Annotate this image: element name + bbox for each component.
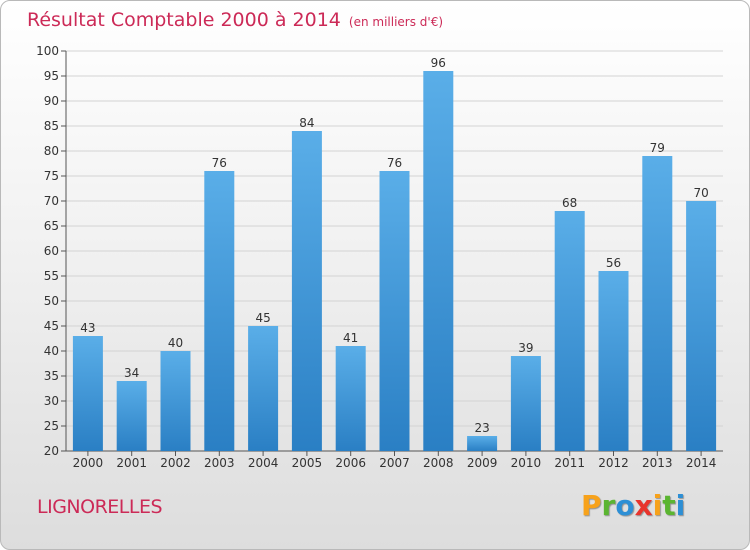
commune-name: LIGNORELLES — [37, 496, 163, 518]
logo-letter: i — [652, 489, 663, 522]
data-label: 45 — [255, 311, 270, 325]
bar-2000 — [72, 336, 103, 451]
x-tick-label: 2008 — [423, 456, 454, 470]
y-tick-label: 55 — [44, 269, 59, 283]
x-tick-label: 2013 — [642, 456, 673, 470]
data-label: 68 — [562, 196, 577, 210]
bar-2008 — [423, 71, 454, 451]
y-tick-label: 90 — [44, 94, 59, 108]
x-tick-label: 2000 — [73, 456, 104, 470]
x-tick-label: 2002 — [160, 456, 191, 470]
data-label: 79 — [650, 141, 665, 155]
bars — [72, 71, 717, 451]
y-tick-label: 30 — [44, 394, 59, 408]
x-tick-label: 2006 — [335, 456, 366, 470]
data-label: 70 — [693, 186, 708, 200]
bar-2006 — [335, 346, 366, 451]
y-tick-label: 45 — [44, 319, 59, 333]
y-tick-label: 40 — [44, 344, 59, 358]
proxiti-logo: Proxiti — [581, 489, 685, 522]
chart-title: Résultat Comptable 2000 à 2014 — [27, 9, 341, 31]
bar-2002 — [160, 351, 191, 451]
bar-2014 — [686, 201, 717, 451]
y-tick-label: 95 — [44, 69, 59, 83]
bar-2007 — [379, 171, 410, 451]
logo-letter: P — [581, 489, 602, 522]
logo-letter: r — [601, 489, 616, 522]
data-label: 41 — [343, 331, 358, 345]
y-tick-label: 25 — [44, 419, 59, 433]
x-tick-label: 2011 — [554, 456, 585, 470]
y-tick-label: 65 — [44, 219, 59, 233]
bar-2004 — [248, 326, 279, 451]
y-tick-label: 75 — [44, 169, 59, 183]
x-tick-label: 2012 — [598, 456, 629, 470]
y-tick-label: 70 — [44, 194, 59, 208]
bar-2013 — [642, 156, 673, 451]
bar-2001 — [116, 381, 147, 451]
data-label: 76 — [212, 156, 227, 170]
y-tick-label: 50 — [44, 294, 59, 308]
x-tick-label: 2014 — [686, 456, 717, 470]
logo-letter: o — [615, 489, 635, 522]
x-tick-label: 2010 — [511, 456, 542, 470]
y-tick-label: 60 — [44, 244, 59, 258]
y-tick-label: 80 — [44, 144, 59, 158]
bar-2010 — [510, 356, 541, 451]
logo-letter: i — [675, 489, 686, 522]
x-tick-label: 2001 — [116, 456, 147, 470]
x-tick-label: 2007 — [379, 456, 410, 470]
data-label: 43 — [80, 321, 95, 335]
y-tick-label: 20 — [44, 444, 59, 458]
chart-title-block: Résultat Comptable 2000 à 2014 (en millie… — [27, 9, 443, 31]
bar-2005 — [291, 131, 322, 451]
chart-subtitle: (en milliers d'€) — [348, 15, 444, 29]
x-tick-label: 2005 — [292, 456, 323, 470]
bar-2012 — [598, 271, 629, 451]
bar-2003 — [204, 171, 235, 451]
data-label: 23 — [474, 421, 489, 435]
data-label: 96 — [431, 56, 446, 70]
logo-letter: t — [662, 489, 676, 522]
logo-letter: x — [634, 489, 653, 522]
data-label: 39 — [518, 341, 533, 355]
data-label: 34 — [124, 366, 139, 380]
y-tick-label: 85 — [44, 119, 59, 133]
x-tick-label: 2004 — [248, 456, 279, 470]
data-label: 56 — [606, 256, 621, 270]
x-tick-label: 2009 — [467, 456, 498, 470]
data-label: 84 — [299, 116, 314, 130]
bar-2009 — [467, 436, 498, 451]
y-tick-label: 35 — [44, 369, 59, 383]
data-label: 40 — [168, 336, 183, 350]
bar-2011 — [554, 211, 585, 451]
x-tick-label: 2003 — [204, 456, 235, 470]
data-label: 76 — [387, 156, 402, 170]
y-tick-label: 100 — [36, 44, 59, 58]
labels: 20 25 30 35 40 45 50 55 60 65 70 75 80 85 90 95 100 2000 4… — [36, 44, 716, 470]
